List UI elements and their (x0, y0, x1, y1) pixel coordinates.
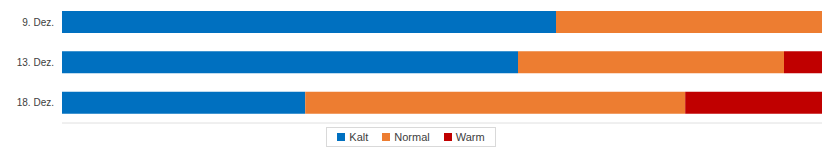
svg-text:18. Dez.: 18. Dez. (17, 97, 54, 108)
svg-text:13. Dez.: 13. Dez. (17, 57, 54, 68)
html-text:Normal: Normal (394, 131, 430, 143)
html-text:Warm: Warm (455, 131, 485, 143)
svg-text:9. Dez.: 9. Dez. (22, 17, 54, 28)
html-text:Kalt: Kalt (349, 131, 369, 143)
